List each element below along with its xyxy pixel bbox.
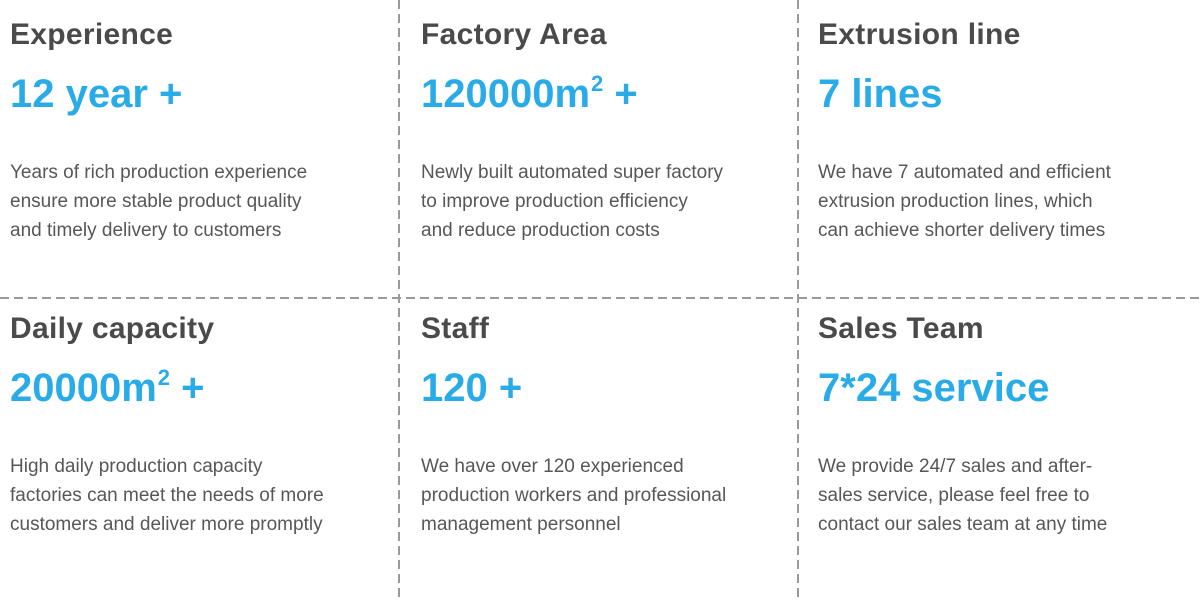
stat-value-main: 20000m: [10, 366, 157, 410]
stat-title: Daily capacity: [10, 312, 215, 345]
stat-card-sales-team: Sales Team 7*24 service We provide 24/7 …: [800, 298, 1200, 600]
stat-value: 7 lines: [818, 70, 1200, 118]
stat-value: 7*24 service: [818, 364, 1200, 412]
stat-card-experience: Experience 12 year + Years of rich produ…: [0, 0, 400, 298]
desc-line: We have over 120 experienced: [421, 456, 684, 477]
desc-line: sales service, please feel free to: [818, 485, 1090, 506]
stat-description: High daily production capacity factories…: [10, 452, 400, 539]
stat-value-suffix: +: [603, 72, 638, 116]
stat-value-main: 120 +: [421, 366, 523, 410]
desc-line: can achieve shorter delivery times: [818, 220, 1106, 241]
desc-line: customers and deliver more promptly: [10, 514, 323, 535]
stat-value-main: 120000m: [421, 72, 591, 116]
desc-line: factories can meet the needs of more: [10, 485, 324, 506]
stat-description: We have 7 automated and efficient extrus…: [818, 158, 1200, 245]
stat-value: 20000m2 +: [10, 364, 400, 412]
desc-line: Years of rich production experience: [10, 162, 308, 183]
desc-line: production workers and professional: [421, 485, 727, 506]
stat-title: Experience: [10, 18, 174, 51]
stat-title: Extrusion line: [818, 18, 1021, 51]
stat-description: We have over 120 experienced production …: [421, 452, 800, 539]
desc-line: to improve production efficiency: [421, 191, 688, 212]
stat-card-daily-capacity: Daily capacity 20000m2 + High daily prod…: [0, 298, 400, 600]
stat-value: 120000m2 +: [421, 70, 800, 118]
desc-line: and timely delivery to customers: [10, 220, 282, 241]
stat-description: We provide 24/7 sales and after- sales s…: [818, 452, 1200, 539]
desc-line: High daily production capacity: [10, 456, 263, 477]
stat-value-superscript: 2: [157, 365, 171, 390]
desc-line: Newly built automated super factory: [421, 162, 724, 183]
stat-title: Factory Area: [421, 18, 607, 51]
stat-value-superscript: 2: [591, 71, 604, 96]
stat-value: 12 year +: [10, 70, 400, 118]
stat-description: Newly built automated super factory to i…: [421, 158, 800, 245]
desc-line: contact our sales team at any time: [818, 514, 1108, 535]
desc-line: We have 7 automated and efficient: [818, 162, 1111, 183]
stat-card-extrusion-line: Extrusion line 7 lines We have 7 automat…: [800, 0, 1200, 298]
stat-card-staff: Staff 120 + We have over 120 experienced…: [400, 298, 800, 600]
desc-line: We provide 24/7 sales and after-: [818, 456, 1093, 477]
stat-value-main: 12 year +: [10, 72, 183, 116]
stat-title: Sales Team: [818, 312, 984, 345]
stat-title: Staff: [421, 312, 490, 345]
desc-line: ensure more stable product quality: [10, 191, 302, 212]
stat-value-suffix: +: [170, 366, 205, 410]
stat-card-factory-area: Factory Area 120000m2 + Newly built auto…: [400, 0, 800, 298]
stat-value-main: 7 lines: [818, 72, 943, 116]
desc-line: and reduce production costs: [421, 220, 660, 241]
stat-value: 120 +: [421, 364, 800, 412]
desc-line: extrusion production lines, which: [818, 191, 1093, 212]
stat-description: Years of rich production experience ensu…: [10, 158, 400, 245]
desc-line: management personnel: [421, 514, 621, 535]
stat-value-main: 7*24 service: [818, 366, 1050, 410]
